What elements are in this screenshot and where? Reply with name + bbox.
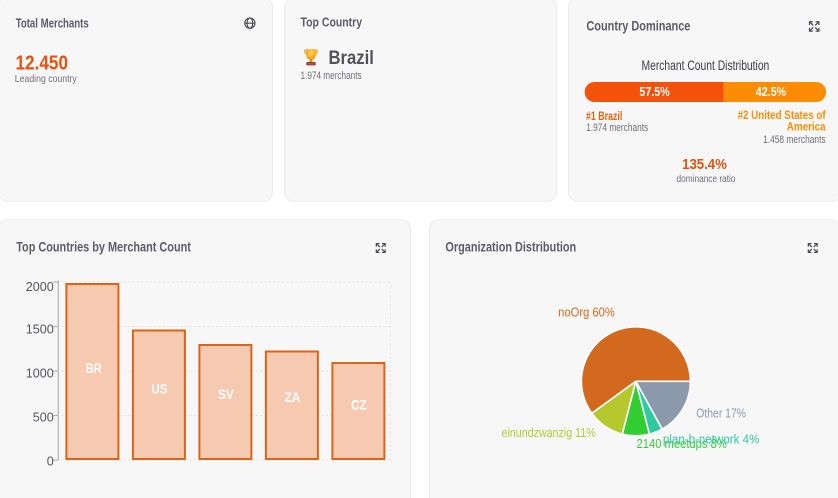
svg-text:Leading country: Leading country	[15, 73, 78, 85]
svg-text:SV: SV	[218, 387, 234, 402]
svg-text:Top Countries by Merchant Coun: Top Countries by Merchant Count	[16, 239, 191, 254]
svg-text:12.450: 12.450	[16, 53, 69, 75]
svg-text:Country Dominance: Country Dominance	[586, 19, 690, 34]
svg-text:Merchant Count Distribution: Merchant Count Distribution	[642, 57, 770, 73]
svg-text:#2 United States of: #2 United States of	[738, 108, 827, 122]
svg-text:500: 500	[33, 410, 54, 425]
svg-text:1.974 merchants: 1.974 merchants	[301, 70, 362, 82]
svg-text:135.4%: 135.4%	[682, 156, 727, 173]
svg-text:57.5%: 57.5%	[639, 85, 670, 99]
svg-text:Organization Distribution: Organization Distribution	[445, 239, 576, 254]
svg-text:42.5%: 42.5%	[756, 85, 787, 99]
svg-text:1.458 merchants: 1.458 merchants	[763, 134, 826, 146]
svg-text:CZ: CZ	[351, 398, 367, 413]
svg-text:dominance ratio: dominance ratio	[677, 173, 736, 185]
svg-text:America: America	[787, 120, 826, 134]
svg-text:BR: BR	[86, 361, 102, 376]
svg-text:1.974 merchants: 1.974 merchants	[586, 122, 648, 134]
svg-text:#1 Brazil: #1 Brazil	[586, 109, 622, 123]
svg-text:2140 meetups 8%: 2140 meetups 8%	[637, 437, 727, 451]
svg-text:1000: 1000	[26, 366, 54, 381]
svg-text:Other 17%: Other 17%	[696, 406, 746, 420]
svg-text:Total Merchants: Total Merchants	[16, 16, 89, 31]
svg-text:Top Country: Top Country	[301, 15, 363, 30]
svg-text:US: US	[151, 382, 167, 397]
svg-text:2000: 2000	[26, 279, 54, 294]
svg-text:0: 0	[47, 453, 54, 468]
svg-text:1500: 1500	[26, 321, 54, 336]
svg-text:Brazil: Brazil	[329, 48, 374, 69]
svg-text:ZA: ZA	[284, 390, 300, 405]
svg-text:plan-b-network 4%: plan-b-network 4%	[663, 433, 760, 447]
svg-text:einundzwanzig 11%: einundzwanzig 11%	[502, 426, 596, 440]
svg-text:noOrg 60%: noOrg 60%	[558, 305, 615, 319]
